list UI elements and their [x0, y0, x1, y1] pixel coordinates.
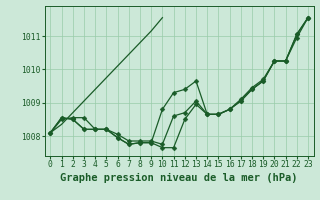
X-axis label: Graphe pression niveau de la mer (hPa): Graphe pression niveau de la mer (hPa) [60, 173, 298, 183]
